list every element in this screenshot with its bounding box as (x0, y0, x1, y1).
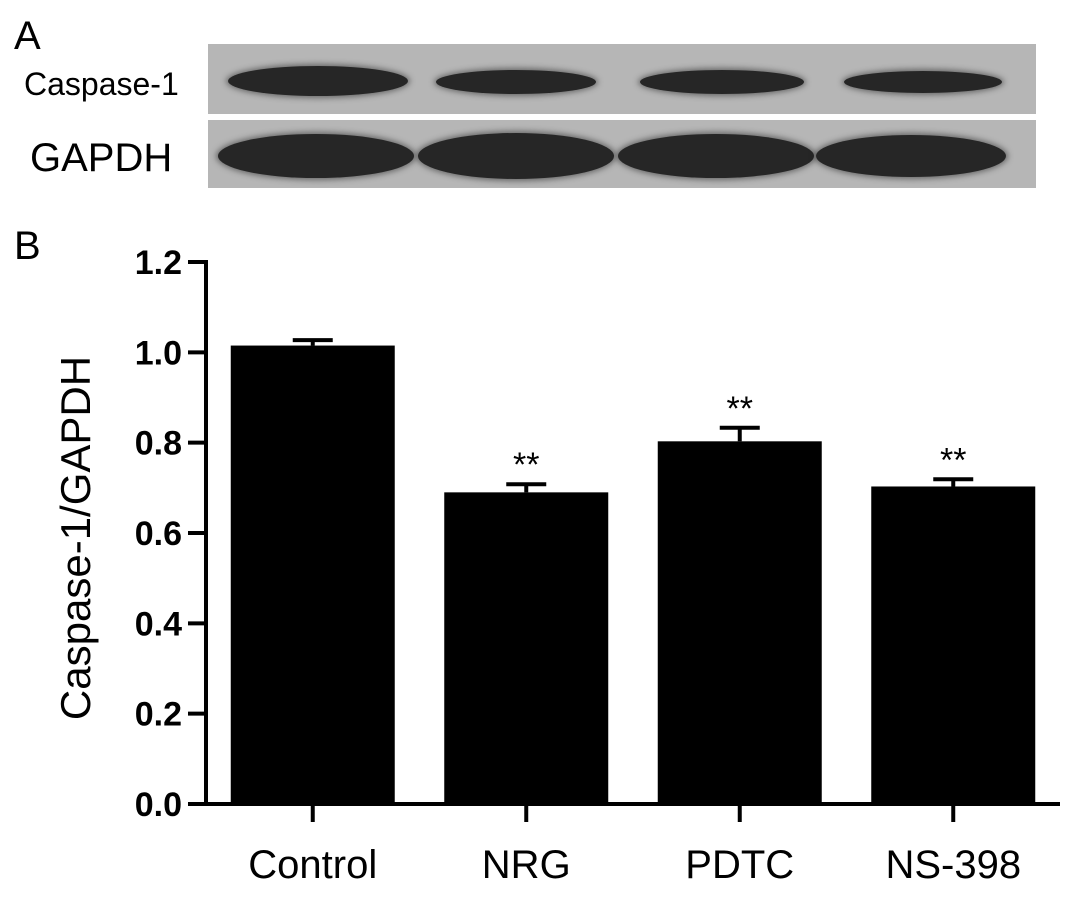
y-axis: 0.0 0.2 0.4 0.6 0.8 1.0 1.2 (135, 244, 208, 824)
x-tick-label: PDTC (685, 843, 794, 887)
y-axis-label: Caspase-1/GAPDH (52, 356, 99, 720)
x-tick-label: Control (248, 843, 377, 887)
western-blot-caspase-1 (208, 44, 1036, 114)
blot-band (228, 66, 408, 96)
blot-band (816, 135, 1006, 177)
bar (444, 492, 609, 804)
bar (657, 441, 822, 804)
significance-marker: ** (513, 446, 539, 484)
y-tick-label: 1.2 (135, 244, 182, 282)
x-tick-label: NRG (482, 843, 571, 887)
panel-label-b: B (14, 224, 41, 268)
western-blot-gapdh (208, 120, 1036, 188)
blot-band (618, 134, 814, 178)
x-tick-label: NS-398 (885, 843, 1021, 887)
blot-band (640, 70, 804, 94)
significance-marker: ** (727, 390, 753, 428)
y-tick-label: 0.8 (135, 425, 182, 463)
blot-label-caspase-1: Caspase-1 (24, 66, 179, 102)
x-axis: Control NRG PDTC NS-398 (204, 802, 1060, 887)
bar (871, 486, 1036, 804)
y-tick-label: 1.0 (135, 334, 182, 372)
blot-band (218, 134, 414, 178)
blot-band (436, 70, 596, 94)
blot-band (418, 133, 614, 179)
y-tick-label: 0.4 (135, 605, 182, 643)
bar (230, 345, 395, 804)
y-tick-label: 0.0 (135, 786, 182, 824)
significance-marker: ** (940, 441, 966, 479)
blot-band (844, 71, 1002, 93)
blot-label-gapdh: GAPDH (30, 136, 173, 180)
panel-label-a: A (14, 14, 41, 58)
bars: ** ** ** (230, 338, 1036, 804)
y-tick-label: 0.2 (135, 696, 182, 734)
y-tick-label: 0.6 (135, 515, 182, 553)
